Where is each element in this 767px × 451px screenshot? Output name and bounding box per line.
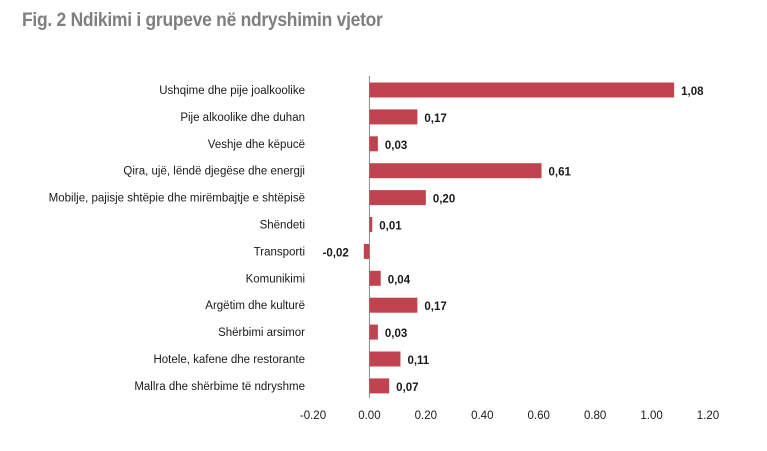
data-label: 0,01 <box>379 221 402 233</box>
category-label: Shëndeti <box>260 220 305 232</box>
x-tick-label: 0.80 <box>584 410 606 422</box>
x-tick-label: 0.00 <box>358 410 380 422</box>
chart-title: Fig. 2 Ndikimi i grupeve në ndryshimin v… <box>22 10 383 31</box>
category-label: Hotele, kafene dhe restorante <box>153 354 305 366</box>
bar <box>369 82 675 98</box>
category-label: Komunikimi <box>246 273 305 285</box>
data-label: 0,11 <box>407 355 429 367</box>
bar <box>369 109 418 125</box>
bar <box>369 217 373 232</box>
data-label: 0,20 <box>433 194 455 206</box>
category-label: Shërbimi arsimor <box>218 327 305 339</box>
data-label: 0,17 <box>424 301 446 313</box>
category-label: Argëtim dhe kulturë <box>205 300 305 312</box>
data-label: 0,03 <box>385 328 407 340</box>
category-label: Ushqime dhe pije joalkoolike <box>159 85 305 97</box>
data-label: 0,61 <box>549 167 572 179</box>
bar <box>363 243 370 259</box>
bar <box>369 297 418 313</box>
bar <box>369 324 378 340</box>
data-label: 1,08 <box>681 86 704 98</box>
data-label: 0,07 <box>396 382 418 394</box>
bar <box>369 190 426 206</box>
bar <box>369 378 390 394</box>
category-label: Transporti <box>254 246 305 258</box>
data-label: 0,03 <box>385 140 407 152</box>
category-label: Veshje dhe këpucë <box>208 139 305 151</box>
data-label: 0,17 <box>424 113 446 125</box>
bar <box>369 163 542 179</box>
x-tick-label: 0.20 <box>415 410 437 422</box>
category-label: Mobilje, pajisje shtëpie dhe mirëmbajtje… <box>49 193 305 205</box>
category-label: Qira, ujë, lëndë djegëse dhe energji <box>123 166 305 178</box>
bar <box>369 351 401 367</box>
x-tick-label: 0.40 <box>471 410 493 422</box>
x-tick-label: 0.60 <box>528 410 550 422</box>
bar <box>369 270 381 286</box>
x-tick-label: -0.20 <box>300 410 326 422</box>
data-label: -0,02 <box>323 247 349 259</box>
data-label: 0,04 <box>388 274 411 286</box>
bar <box>369 136 378 152</box>
x-tick-label: 1.00 <box>640 410 662 422</box>
category-label: Mallra dhe shërbime të ndryshme <box>134 381 305 393</box>
x-tick-label: 1.20 <box>697 410 719 422</box>
category-label: Pije alkoolike dhe duhan <box>180 112 305 124</box>
